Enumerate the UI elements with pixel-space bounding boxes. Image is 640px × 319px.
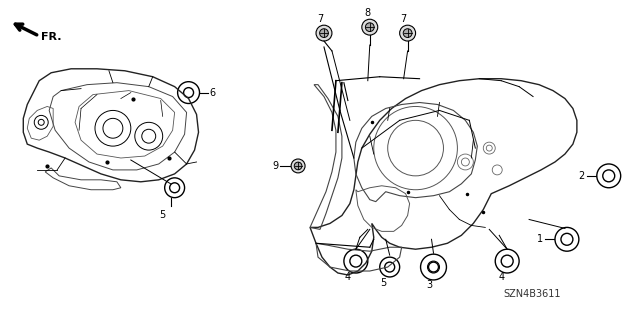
- Text: 7: 7: [401, 14, 407, 24]
- Text: SZN4B3611: SZN4B3611: [503, 289, 561, 299]
- Circle shape: [316, 25, 332, 41]
- Text: 3: 3: [426, 280, 433, 290]
- Text: 5: 5: [381, 278, 387, 288]
- Circle shape: [403, 29, 412, 37]
- Text: 4: 4: [498, 272, 504, 282]
- Text: 5: 5: [159, 210, 166, 219]
- Text: 7: 7: [317, 14, 323, 24]
- Circle shape: [399, 25, 415, 41]
- Circle shape: [362, 19, 378, 35]
- Text: 4: 4: [345, 272, 351, 282]
- Circle shape: [291, 159, 305, 173]
- Circle shape: [319, 29, 328, 37]
- Circle shape: [294, 162, 302, 170]
- Text: FR.: FR.: [41, 32, 61, 42]
- Text: 9: 9: [272, 161, 278, 171]
- Text: 2: 2: [579, 171, 585, 181]
- Text: 8: 8: [365, 8, 371, 18]
- Circle shape: [365, 23, 374, 32]
- Text: 6: 6: [209, 88, 216, 98]
- Text: 1: 1: [537, 234, 543, 244]
